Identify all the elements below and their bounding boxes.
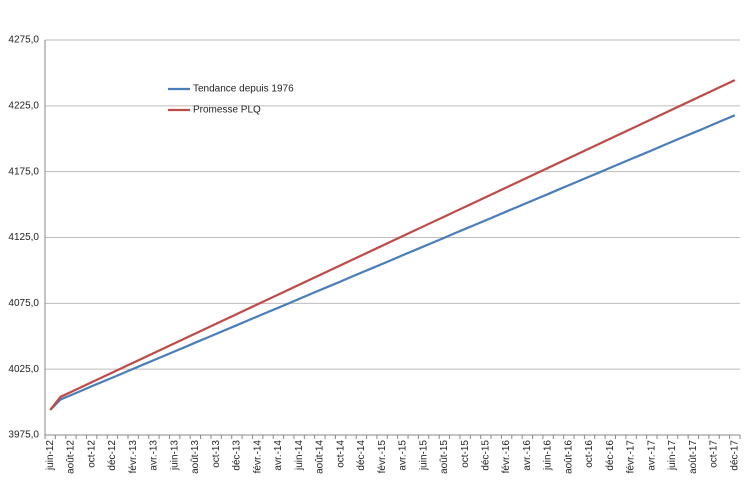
y-tick-label: 4275,0 xyxy=(8,35,39,46)
legend-label: Tendance depuis 1976 xyxy=(193,84,294,95)
y-tick-label: 4225,0 xyxy=(8,100,39,111)
x-tick-label: juin-13 xyxy=(169,440,180,471)
x-tick-label: avr.-16 xyxy=(522,440,533,471)
x-tick-label: avr.-17 xyxy=(646,440,657,471)
x-tick-label: août-13 xyxy=(190,440,201,474)
x-tick-label: août-16 xyxy=(563,440,574,474)
x-tick-label: févr.-13 xyxy=(128,440,139,474)
x-tick-label: août-14 xyxy=(315,440,326,474)
y-tick-label: 4125,0 xyxy=(8,232,39,243)
series-line xyxy=(49,79,736,411)
x-tick-label: oct-13 xyxy=(211,440,222,468)
x-tick-label: juin-12 xyxy=(45,440,56,471)
x-tick-label: août-15 xyxy=(439,440,450,474)
legend-label: Promesse PLQ xyxy=(193,105,261,116)
x-tick-label: févr.-15 xyxy=(377,440,388,474)
x-tick-label: août-12 xyxy=(66,440,77,474)
x-tick-label: avr.-15 xyxy=(398,440,409,471)
x-tick-label: juin-16 xyxy=(543,440,554,471)
x-tick-label: juin-17 xyxy=(667,440,678,471)
x-tick-label: juin-14 xyxy=(294,440,305,471)
x-tick-label: oct-15 xyxy=(460,440,471,468)
x-tick-label: déc-17 xyxy=(729,440,740,471)
x-tick-label: déc-14 xyxy=(356,440,367,471)
x-tick-label: août-17 xyxy=(688,440,699,474)
x-tick-label: oct-12 xyxy=(86,440,97,468)
x-tick-label: févr.-16 xyxy=(501,440,512,474)
y-tick-label: 4175,0 xyxy=(8,166,39,177)
x-tick-label: févr.-14 xyxy=(252,440,263,474)
y-tick-label: 4025,0 xyxy=(8,364,39,375)
x-tick-label: déc-12 xyxy=(107,440,118,471)
x-tick-label: déc-13 xyxy=(232,440,243,471)
x-tick-label: oct-17 xyxy=(709,440,720,468)
y-tick-label: 4075,0 xyxy=(8,298,39,309)
x-tick-label: avr.-13 xyxy=(149,440,160,471)
series-line xyxy=(49,114,736,411)
x-tick-label: déc-16 xyxy=(605,440,616,471)
x-tick-label: févr.-17 xyxy=(626,440,637,474)
x-tick-label: juin-15 xyxy=(418,440,429,471)
x-tick-label: déc-15 xyxy=(480,440,491,471)
y-tick-label: 3975,0 xyxy=(8,430,39,441)
x-tick-label: avr.-14 xyxy=(273,440,284,471)
x-tick-label: oct-16 xyxy=(584,440,595,468)
x-tick-label: oct-14 xyxy=(335,440,346,468)
